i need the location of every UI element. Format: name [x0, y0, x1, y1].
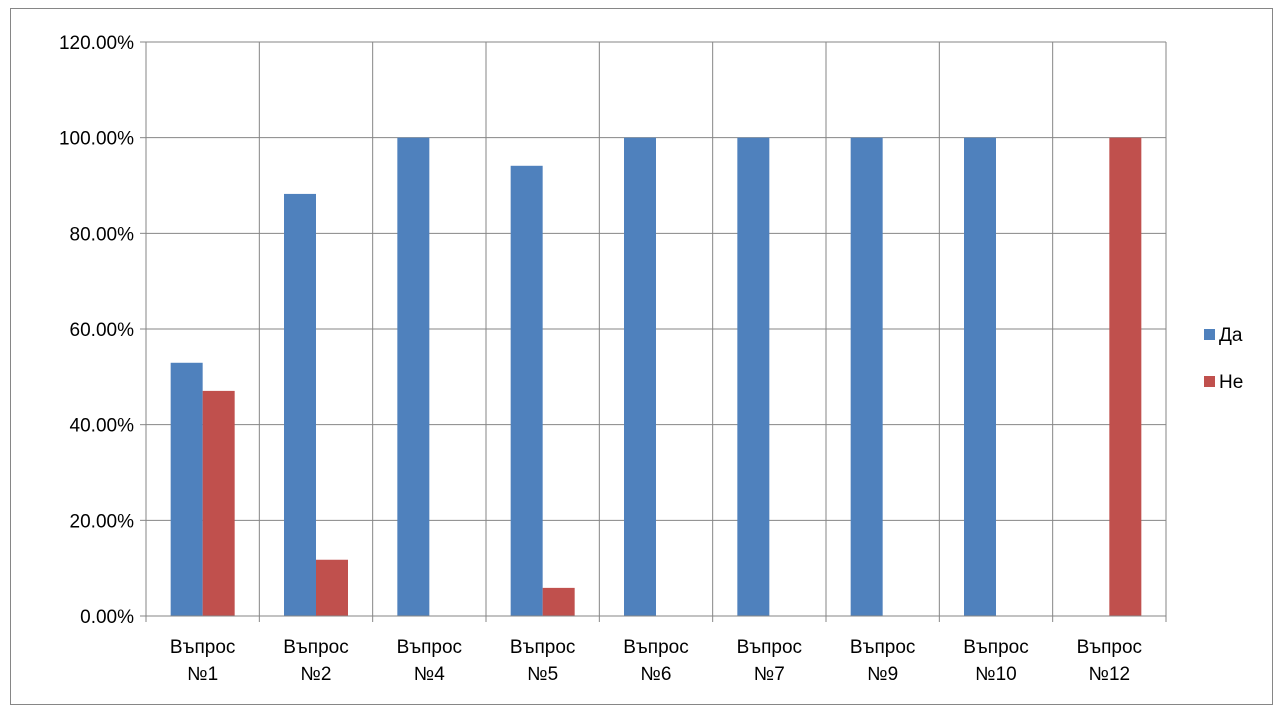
y-tick-label: 100.00% [59, 129, 134, 150]
x-tick-label-line: №1 [187, 664, 218, 685]
x-tick-label-line: №4 [414, 664, 445, 685]
x-tick-label: Въпрос №9 [850, 637, 915, 685]
x-tick-label-line: Въпрос [1077, 637, 1142, 658]
y-tick-label: 120.00% [59, 33, 134, 54]
y-axis-tick-labels: 0.00% 20.00% 40.00% 60.00% 80.00% 100.00% 120.… [59, 33, 134, 628]
bar-da-6 [737, 137, 770, 616]
chart-frame: 0.00% 20.00% 40.00% 60.00% 80.00% 100.00% 120.… [10, 8, 1273, 705]
x-tick-label: Въпрос №2 [283, 637, 348, 685]
x-tick-label: Въпрос №6 [623, 637, 688, 685]
x-tick-label-line: №12 [1089, 664, 1131, 685]
x-axis-tick-labels: Въпрос №1 Въпрос №2 Въпрос №4 Въпрос №5 Въпрос №6… [170, 637, 1142, 685]
x-tick-label: Въпрос №4 [397, 637, 462, 685]
legend-swatch-da [1204, 329, 1215, 340]
x-tick-label-line: №10 [975, 664, 1017, 685]
x-tick-label-line: Въпрос [397, 637, 462, 658]
legend: Да Не [1204, 325, 1243, 393]
x-tick-label-line: Въпрос [283, 637, 348, 658]
y-tick-label: 60.00% [70, 320, 135, 341]
x-tick-label-line: Въпрос [510, 637, 575, 658]
x-tick-label: Въпрос №12 [1077, 637, 1142, 685]
x-tick-label-line: №6 [641, 664, 672, 685]
bar-da-7 [850, 137, 883, 616]
y-tick-label: 0.00% [80, 607, 134, 628]
x-tick-label-line: Въпрос [850, 637, 915, 658]
x-tick-label-line: Въпрос [170, 637, 235, 658]
bar-chart: 0.00% 20.00% 40.00% 60.00% 80.00% 100.00% 120.… [59, 33, 1243, 685]
bar-da-3 [397, 137, 430, 616]
x-tick-label: Въпрос №7 [737, 637, 802, 685]
y-tick-label: 40.00% [70, 416, 135, 437]
x-tick-label: Въпрос №1 [170, 637, 235, 685]
x-tick-label-line: Въпрос [623, 637, 688, 658]
x-tick-label: Въпрос №10 [963, 637, 1028, 685]
bar-da-8 [964, 137, 996, 616]
bar-ne-1 [202, 390, 235, 616]
x-tick-label-line: №5 [527, 664, 558, 685]
bar-da-2 [284, 193, 316, 616]
y-tick-label: 20.00% [70, 511, 135, 532]
legend-label-da: Да [1219, 325, 1243, 346]
bar-da-1 [170, 362, 203, 616]
bar-da-5 [624, 137, 656, 616]
x-tick-label-line: №9 [867, 664, 898, 685]
bar-ne-2 [316, 559, 348, 616]
x-tick-label: Въпрос №5 [510, 637, 575, 685]
bar-da-4 [510, 165, 543, 616]
bar-ne-9 [1109, 137, 1142, 616]
bars [170, 137, 1142, 616]
x-tick-label-line: Въпрос [737, 637, 802, 658]
legend-swatch-ne [1204, 376, 1215, 387]
axes [140, 41, 1167, 622]
x-tick-label-line: №2 [301, 664, 332, 685]
x-tick-label-line: Въпрос [963, 637, 1028, 658]
y-tick-label: 80.00% [70, 224, 135, 245]
bar-ne-4 [542, 587, 575, 616]
x-tick-label-line: №7 [754, 664, 785, 685]
legend-label-ne: Не [1219, 372, 1243, 393]
